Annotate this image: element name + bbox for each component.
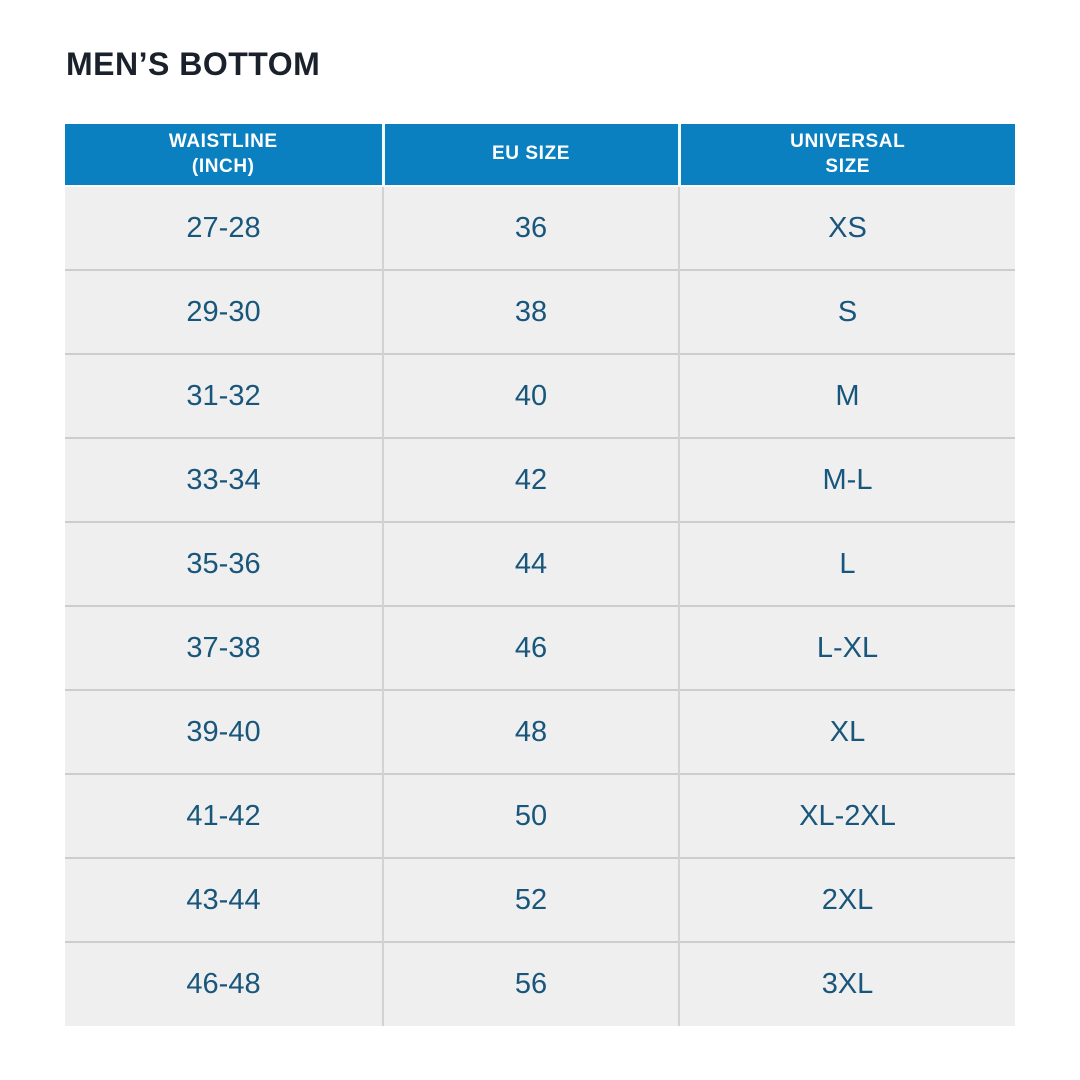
table-row: 39-40 48 XL xyxy=(65,689,1015,774)
universal-size-cell: XS xyxy=(678,185,1015,270)
universal-size-cell: XL xyxy=(678,689,1015,774)
waistline-cell: 46-48 xyxy=(65,941,383,1026)
eu-size-cell: 44 xyxy=(382,521,679,606)
waistline-cell: 29-30 xyxy=(65,269,383,354)
universal-size-cell: S xyxy=(678,269,1015,354)
eu-size-cell: 56 xyxy=(382,941,679,1026)
universal-size-cell: L-XL xyxy=(678,605,1015,690)
table-row: 31-32 40 M xyxy=(65,353,1015,438)
column-header-eu-size: EU SIZE xyxy=(381,124,679,186)
waistline-cell: 33-34 xyxy=(65,437,383,522)
universal-size-cell: XL-2XL xyxy=(678,773,1015,858)
eu-size-cell: 50 xyxy=(382,773,679,858)
universal-size-cell: 3XL xyxy=(678,941,1015,1026)
column-header-waistline: WAISTLINE (INCH) xyxy=(65,124,383,186)
table-row: 35-36 44 L xyxy=(65,521,1015,606)
universal-size-cell: M xyxy=(678,353,1015,438)
eu-size-cell: 36 xyxy=(382,185,679,270)
table-row: 41-42 50 XL-2XL xyxy=(65,773,1015,858)
eu-size-cell: 38 xyxy=(382,269,679,354)
universal-size-cell: M-L xyxy=(678,437,1015,522)
table-row: 43-44 52 2XL xyxy=(65,857,1015,942)
eu-size-cell: 52 xyxy=(382,857,679,942)
eu-size-cell: 40 xyxy=(382,353,679,438)
waistline-cell: 39-40 xyxy=(65,689,383,774)
size-table: WAISTLINE (INCH) EU SIZE UNIVERSAL SIZE … xyxy=(65,124,1015,1026)
waistline-cell: 27-28 xyxy=(65,185,383,270)
table-row: 27-28 36 XS xyxy=(65,185,1015,270)
column-header-universal-size: UNIVERSAL SIZE xyxy=(677,124,1015,186)
table-row: 37-38 46 L-XL xyxy=(65,605,1015,690)
universal-size-cell: 2XL xyxy=(678,857,1015,942)
size-table-header: WAISTLINE (INCH) EU SIZE UNIVERSAL SIZE xyxy=(65,124,1015,186)
table-row: 33-34 42 M-L xyxy=(65,437,1015,522)
header-row: WAISTLINE (INCH) EU SIZE UNIVERSAL SIZE xyxy=(65,124,1015,186)
page-title: MEN’S BOTTOM xyxy=(66,46,321,82)
waistline-cell: 41-42 xyxy=(65,773,383,858)
waistline-cell: 43-44 xyxy=(65,857,383,942)
table-row: 29-30 38 S xyxy=(65,269,1015,354)
waistline-cell: 35-36 xyxy=(65,521,383,606)
universal-size-cell: L xyxy=(678,521,1015,606)
waistline-cell: 31-32 xyxy=(65,353,383,438)
table-row: 46-48 56 3XL xyxy=(65,941,1015,1026)
waistline-cell: 37-38 xyxy=(65,605,383,690)
eu-size-cell: 48 xyxy=(382,689,679,774)
size-table-body: 27-28 36 XS 29-30 38 S 31-32 40 M 33-34 … xyxy=(65,185,1015,1026)
eu-size-cell: 46 xyxy=(382,605,679,690)
eu-size-cell: 42 xyxy=(382,437,679,522)
